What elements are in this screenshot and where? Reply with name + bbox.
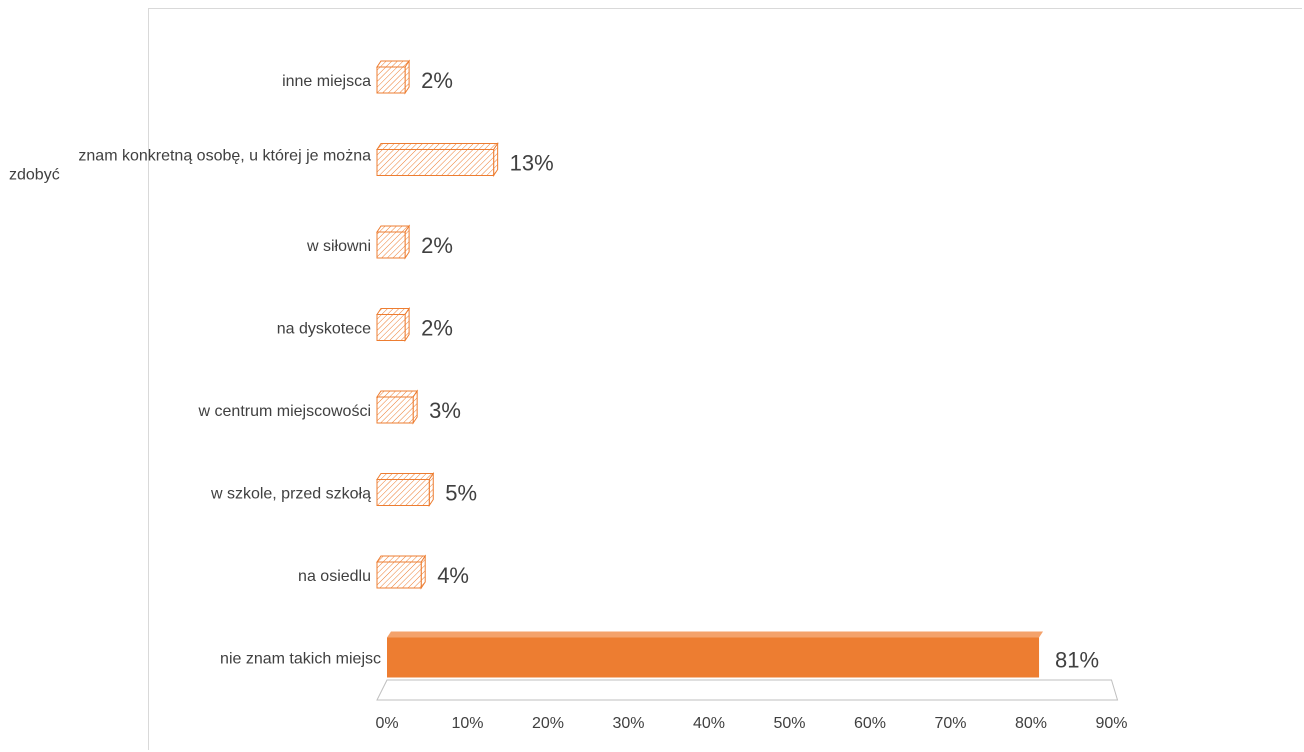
bar-top-face: [387, 631, 1044, 638]
category-label-line: znam konkretną osobę, u której je można: [78, 148, 371, 165]
bar: [376, 59, 411, 95]
x-tick-label: 0%: [375, 715, 398, 732]
bar: [376, 306, 411, 343]
bar-front-face: [376, 149, 495, 176]
category-label: w centrum miejscowości: [198, 403, 371, 420]
bar-top-face: [376, 225, 411, 233]
bar-front-face: [376, 231, 406, 259]
data-label: 5%: [445, 481, 477, 506]
data-label: 3%: [429, 398, 461, 423]
bar-front-face: [376, 396, 414, 424]
data-label: 4%: [437, 563, 469, 588]
bar: [376, 224, 411, 260]
x-tick-label: 80%: [1015, 715, 1047, 732]
bar-side-face: [412, 389, 418, 425]
bar: [376, 389, 419, 425]
bar: [387, 631, 1044, 678]
bar-side-face: [428, 471, 434, 508]
data-label: 13%: [510, 151, 554, 176]
bar-top-face: [376, 390, 419, 398]
x-tick-label: 50%: [773, 715, 805, 732]
bar-front-face: [376, 66, 406, 94]
x-tick-label: 90%: [1095, 715, 1127, 732]
x-tick-label: 60%: [854, 715, 886, 732]
category-label: w siłowni: [306, 238, 371, 255]
x-tick-label: 40%: [693, 715, 725, 732]
x-tick-label: 30%: [612, 715, 644, 732]
data-label: 2%: [421, 233, 453, 258]
bar-top-face: [376, 60, 411, 68]
bar: [376, 141, 499, 178]
data-label: 81%: [1055, 648, 1099, 673]
bar-front-face: [387, 637, 1040, 678]
bar-top-face: [376, 473, 435, 480]
category-label: w szkole, przed szkołą: [210, 486, 371, 503]
bar-top-face: [376, 555, 427, 563]
category-label-line: zdobyć: [9, 167, 60, 184]
bar-side-face: [420, 554, 426, 590]
category-label: nie znam takich miejsc: [220, 651, 381, 668]
bar-front-face: [376, 314, 406, 341]
x-tick-label: 20%: [532, 715, 564, 732]
category-label: na osiedlu: [298, 568, 371, 585]
axis-floor: [376, 679, 1119, 701]
bar-side-face: [404, 306, 410, 343]
x-tick-label: 10%: [451, 715, 483, 732]
chart-frame: [148, 8, 1302, 750]
bar-top-face: [376, 143, 499, 150]
bar-top-face: [376, 308, 411, 315]
data-label: 2%: [421, 316, 453, 341]
bar-side-face: [404, 59, 410, 95]
data-label: 2%: [421, 68, 453, 93]
bar-side-face: [404, 224, 410, 260]
bar-front-face: [376, 561, 422, 589]
bar: [376, 554, 427, 590]
category-label: znam konkretną osobę, u której je można z…: [9, 148, 371, 184]
category-label: na dyskotece: [277, 321, 371, 338]
category-label: inne miejsca: [282, 73, 371, 90]
bar: [376, 471, 435, 508]
bar-front-face: [376, 479, 430, 506]
x-tick-label: 70%: [934, 715, 966, 732]
bar-side-face: [493, 141, 499, 178]
